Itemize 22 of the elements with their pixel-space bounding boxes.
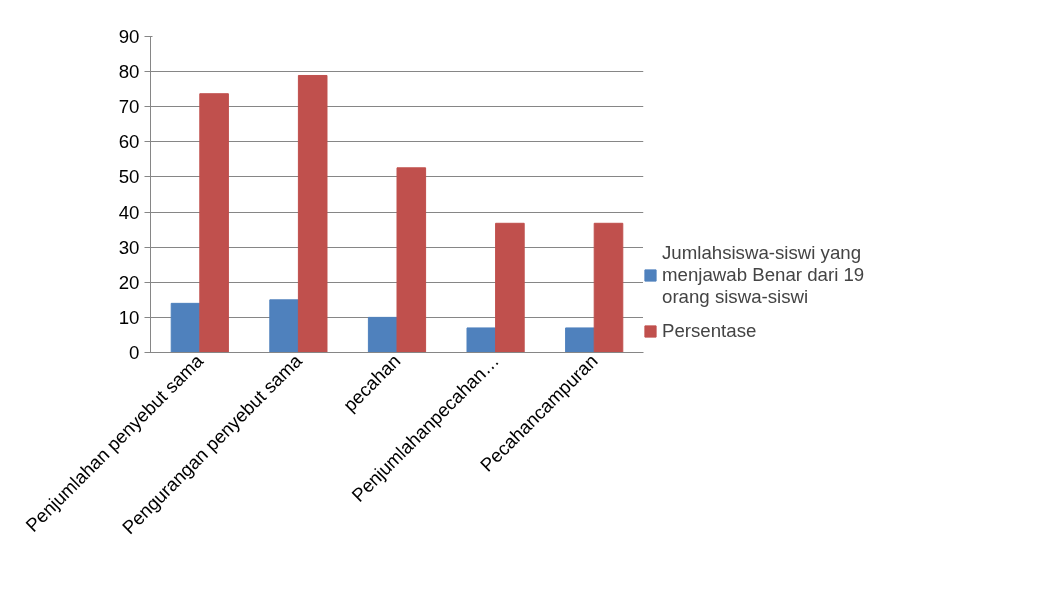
bar	[466, 327, 497, 353]
legend-label: Persentase	[662, 320, 757, 342]
y-tick-label: 20	[118, 271, 140, 293]
y-tick-label: 90	[118, 26, 140, 47]
bar	[396, 167, 427, 353]
bar	[269, 299, 299, 353]
bar	[170, 302, 201, 353]
y-tick-label: 80	[118, 61, 140, 83]
bar	[565, 327, 595, 353]
bar	[593, 222, 624, 353]
y-tick-label: 70	[118, 96, 140, 118]
y-tick-label: 50	[118, 166, 140, 188]
y-tick-label: 0	[129, 342, 140, 363]
y-tick-label: 30	[118, 236, 140, 258]
y-tick-label: 40	[118, 201, 140, 223]
legend-label: Jumlahsiswa-siswi yang menjawab Benar dari 19 orang siswa-siswi	[662, 242, 865, 308]
bar	[297, 74, 328, 353]
y-tick-label: 10	[118, 306, 140, 328]
bar	[199, 93, 229, 353]
bar	[367, 316, 398, 353]
bar	[495, 222, 525, 353]
y-tick-label: 60	[118, 131, 140, 153]
